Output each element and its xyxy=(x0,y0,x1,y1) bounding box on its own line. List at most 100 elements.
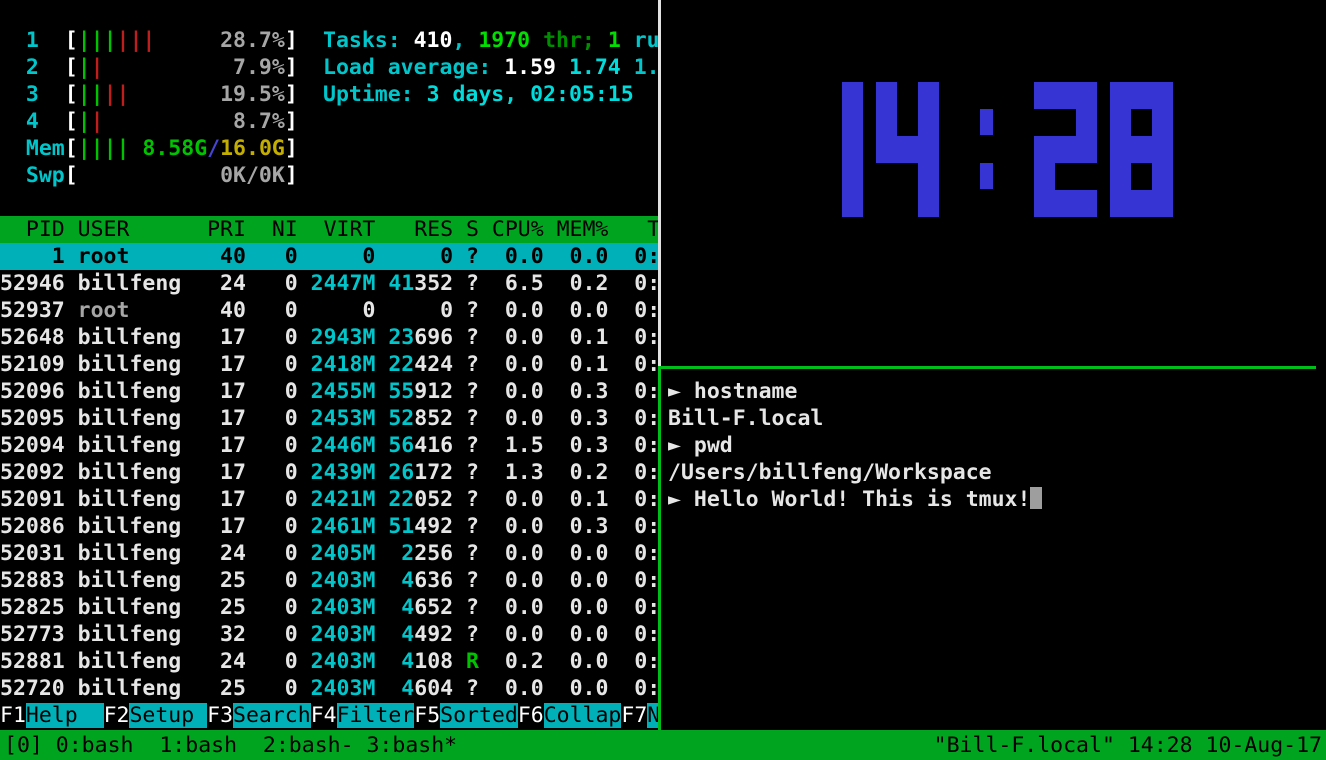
text-segment: 1970 xyxy=(478,28,531,53)
process-row[interactable]: 52095 billfeng 17 0 2453M 52852 ? 0.0 0.… xyxy=(0,405,658,432)
digit-cell xyxy=(1034,136,1055,163)
tty-clock xyxy=(800,82,1173,217)
pane-divider-vertical-bottom[interactable] xyxy=(658,366,661,730)
text-segment: ] xyxy=(284,55,298,80)
text-segment: 2453M xyxy=(310,406,376,431)
fkey-label[interactable]: Search xyxy=(233,703,311,728)
fkey-label[interactable]: Help xyxy=(25,703,104,728)
text-segment: 55 xyxy=(388,379,415,404)
fkey-label[interactable]: Setup xyxy=(129,703,208,728)
text-segment: 416 ? 1.5 0.3 0: xyxy=(414,433,658,458)
text-segment: 3 xyxy=(25,82,65,107)
fkey-f7[interactable]: F7 xyxy=(621,703,648,728)
text-segment xyxy=(0,163,26,188)
text-segment xyxy=(375,271,388,296)
digit-cell xyxy=(1076,109,1097,136)
digit-cell xyxy=(800,82,821,109)
text-segment: 52 xyxy=(388,406,415,431)
process-row[interactable]: 52094 billfeng 17 0 2446M 56416 ? 1.5 0.… xyxy=(0,432,658,459)
fkey-f2[interactable]: F2 xyxy=(103,703,130,728)
text-segment: 8.58G xyxy=(142,136,208,161)
process-row[interactable]: 52648 billfeng 17 0 2943M 23696 ? 0.0 0.… xyxy=(0,324,658,351)
fkey-f5[interactable]: F5 xyxy=(414,703,441,728)
text-segment xyxy=(375,595,401,620)
digit-cell xyxy=(1034,82,1055,109)
text-segment: 052 ? 0.0 0.1 0: xyxy=(414,487,658,512)
fkey-label[interactable]: Sorted xyxy=(440,703,518,728)
fkey-f4[interactable]: F4 xyxy=(310,703,337,728)
text-segment: Mem xyxy=(25,136,65,161)
tmux-window-item[interactable]: 2:bash- xyxy=(262,732,354,758)
digit-cell xyxy=(842,109,863,136)
process-row[interactable]: 52825 billfeng 25 0 2403M 4652 ? 0.0 0.0… xyxy=(0,594,658,621)
process-row[interactable]: 52773 billfeng 32 0 2403M 4492 ? 0.0 0.0… xyxy=(0,621,658,648)
digit-cell xyxy=(821,82,842,109)
digit-cell xyxy=(876,190,897,217)
process-row[interactable]: 52031 billfeng 24 0 2405M 2256 ? 0.0 0.0… xyxy=(0,540,658,567)
text-segment xyxy=(375,379,388,404)
tmux-window-item[interactable]: 1:bash xyxy=(159,732,250,758)
process-row[interactable]: 52720 billfeng 25 0 2403M 4604 ? 0.0 0.0… xyxy=(0,675,658,702)
text-segment xyxy=(375,676,401,701)
digit-cell xyxy=(800,109,821,136)
terminal-pane[interactable]: ► hostname Bill-F.local ► pwd/Users/billfe… xyxy=(662,369,1326,739)
text-segment: Tasks: xyxy=(323,28,414,53)
text-segment: 8.7% xyxy=(103,109,285,134)
text-segment xyxy=(375,622,401,647)
digit-cell xyxy=(1055,136,1076,163)
colon-dot xyxy=(980,109,993,135)
pane-divider-vertical-top[interactable] xyxy=(658,0,661,366)
fkey-label[interactable]: Collap xyxy=(543,703,622,728)
clock-digit-4 xyxy=(876,82,939,217)
process-table-header[interactable]: PID USER PRI NI VIRT RES S CPU% MEM% T xyxy=(0,216,658,243)
text-segment: 52094 billfeng 17 0 xyxy=(0,433,311,458)
tmux-window-item[interactable]: 3:bash* xyxy=(366,732,458,758)
terminal-text: /Users/billfeng/Workspace xyxy=(668,460,992,485)
digit-cell xyxy=(876,163,897,190)
text-segment: 52825 billfeng 25 0 xyxy=(0,595,311,620)
text-segment: 2403M xyxy=(310,649,376,674)
text-segment xyxy=(0,136,26,161)
text-segment: 4 xyxy=(25,109,65,134)
text-segment: 2403M xyxy=(310,676,376,701)
text-segment: [ xyxy=(64,55,78,80)
process-row[interactable]: 52881 billfeng 24 0 2403M 4108 R 0.2 0.0… xyxy=(0,648,658,675)
htop-pane[interactable]: 1 [|||||| 28.7%] 2 [|| 7.9%] 3 [|||| 19.… xyxy=(0,0,658,730)
text-segment: 23 xyxy=(388,325,415,350)
text-segment: ru xyxy=(620,28,658,53)
text-segment xyxy=(375,514,388,539)
process-row[interactable]: 52091 billfeng 17 0 2421M 22052 ? 0.0 0.… xyxy=(0,486,658,513)
text-segment: 56 xyxy=(388,433,415,458)
text-segment: 22 xyxy=(388,487,415,512)
pane-divider-horizontal[interactable] xyxy=(661,366,1316,369)
process-row[interactable]: 52092 billfeng 17 0 2439M 26172 ? 1.3 0.… xyxy=(0,459,658,486)
text-segment xyxy=(375,460,388,485)
process-row[interactable]: 52096 billfeng 17 0 2455M 55912 ? 0.0 0.… xyxy=(0,378,658,405)
process-row[interactable]: 52109 billfeng 17 0 2418M 22424 ? 0.0 0.… xyxy=(0,351,658,378)
process-row[interactable]: 52937 root 40 0 0 0 ? 0.0 0.0 0: xyxy=(0,297,658,324)
digit-cell xyxy=(897,82,918,109)
process-row[interactable]: 52883 billfeng 25 0 2403M 4636 ? 0.0 0.0… xyxy=(0,567,658,594)
digit-cell xyxy=(821,136,842,163)
digit-cell xyxy=(1055,190,1076,217)
digit-cell xyxy=(1055,109,1076,136)
fkey-f1[interactable]: F1 xyxy=(0,703,26,728)
text-segment: Load average: xyxy=(323,55,505,80)
process-row-selected[interactable]: 1 root 40 0 0 0 ? 0.0 0.0 0: xyxy=(0,243,658,270)
digit-cell xyxy=(897,163,918,190)
process-row[interactable]: 52946 billfeng 24 0 2447M 41352 ? 6.5 0.… xyxy=(0,270,658,297)
text-segment: | xyxy=(77,109,91,134)
digit-cell xyxy=(1076,82,1097,109)
swap-meter: Swp[ 0K/0K] xyxy=(0,162,298,189)
fkey-label[interactable]: Filter xyxy=(336,703,415,728)
fkey-label[interactable]: N xyxy=(647,703,658,728)
terminal-cursor[interactable] xyxy=(1030,487,1043,509)
text-segment: 2439M xyxy=(310,460,376,485)
fkey-f3[interactable]: F3 xyxy=(207,703,234,728)
text-segment: 2403M xyxy=(310,595,376,620)
process-row[interactable]: 52086 billfeng 17 0 2461M 51492 ? 0.0 0.… xyxy=(0,513,658,540)
tmux-window-item[interactable]: 0:bash xyxy=(55,732,147,758)
mem-meter: Mem[|||| 8.58G/16.0G] xyxy=(0,135,298,162)
text-segment: 52092 billfeng 17 0 xyxy=(0,460,311,485)
fkey-f6[interactable]: F6 xyxy=(517,703,544,728)
